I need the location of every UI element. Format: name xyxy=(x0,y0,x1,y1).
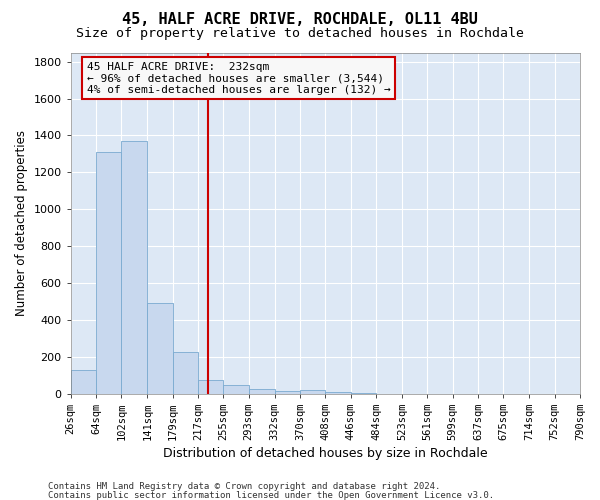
Bar xyxy=(173,352,198,394)
Bar xyxy=(96,152,121,394)
Y-axis label: Number of detached properties: Number of detached properties xyxy=(15,130,28,316)
Bar xyxy=(350,392,376,394)
Bar xyxy=(300,390,325,394)
Bar xyxy=(223,385,248,394)
Text: 45, HALF ACRE DRIVE, ROCHDALE, OL11 4BU: 45, HALF ACRE DRIVE, ROCHDALE, OL11 4BU xyxy=(122,12,478,28)
Bar xyxy=(248,389,275,394)
Bar xyxy=(121,141,148,394)
Text: Contains public sector information licensed under the Open Government Licence v3: Contains public sector information licen… xyxy=(48,490,494,500)
Bar xyxy=(325,392,350,394)
X-axis label: Distribution of detached houses by size in Rochdale: Distribution of detached houses by size … xyxy=(163,447,488,460)
Text: Contains HM Land Registry data © Crown copyright and database right 2024.: Contains HM Land Registry data © Crown c… xyxy=(48,482,440,491)
Text: 45 HALF ACRE DRIVE:  232sqm
← 96% of detached houses are smaller (3,544)
4% of s: 45 HALF ACRE DRIVE: 232sqm ← 96% of deta… xyxy=(87,62,391,95)
Bar xyxy=(148,303,173,394)
Text: Size of property relative to detached houses in Rochdale: Size of property relative to detached ho… xyxy=(76,28,524,40)
Bar xyxy=(275,391,300,394)
Bar xyxy=(198,380,223,394)
Bar xyxy=(71,370,96,394)
